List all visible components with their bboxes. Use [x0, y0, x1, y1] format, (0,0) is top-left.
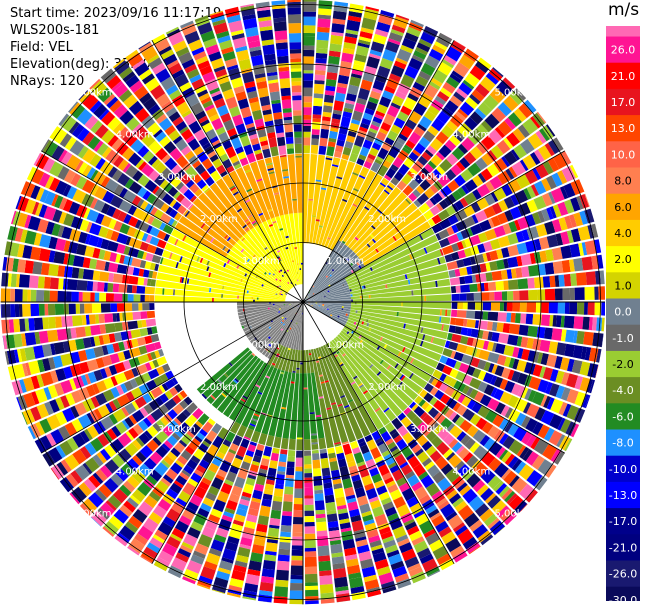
colorbar-tick-label: 6.0	[614, 201, 632, 214]
colorbar-segment	[606, 429, 640, 457]
colorbar-tick-label: -21.0	[609, 541, 637, 554]
range-ring-label: 1.00km	[326, 340, 364, 351]
range-ring-label: 5.00km	[74, 88, 112, 99]
colorbar-segment	[606, 298, 640, 326]
range-ring-label: 1.00km	[242, 256, 280, 267]
range-ring-label: 4.00km	[116, 130, 154, 141]
colorbar-tick-label: 1.0	[614, 279, 632, 292]
colorbar-segment	[606, 88, 640, 116]
range-ring-label: 5.00km	[494, 508, 532, 519]
range-ring-label: 1.00km	[326, 256, 364, 267]
colorbar-title: m/s	[608, 0, 640, 20]
ppi-plot: 1.00km 1.00km 1.00km 1.00km 2.00km 2.00km 2.00…	[0, 0, 605, 605]
colorbar-segment	[606, 193, 640, 221]
range-ring-label: 2.00km	[200, 214, 238, 225]
colorbar-tick-label: 21.0	[611, 70, 636, 83]
colorbar-tick-label: -6.0	[612, 410, 633, 423]
range-ring-label: 3.00km	[410, 424, 448, 435]
colorbar-tick-label: 13.0	[611, 122, 636, 135]
colorbar-segment	[606, 350, 640, 378]
colorbar-tick-label: -8.0	[612, 437, 633, 450]
colorbar-segment	[606, 115, 640, 142]
colorbar-tick-label: 10.0	[611, 148, 636, 161]
colorbar-segment	[606, 377, 640, 404]
azimuth-spoke	[41, 301, 304, 454]
range-ring-label: 5.00km	[494, 88, 532, 99]
colorbar-segment	[606, 167, 640, 195]
azimuth-spoke	[302, 301, 565, 454]
colorbar-segment	[606, 534, 640, 561]
range-ring-label: 3.00km	[410, 172, 448, 183]
colorbar-tick-label: -13.0	[609, 489, 637, 502]
colorbar-tick-label: -30.0	[609, 594, 637, 601]
colorbar-tick-label: 17.0	[611, 96, 636, 109]
colorbar-segment	[606, 219, 640, 247]
azimuth-spoke	[302, 40, 455, 303]
colorbar-segment	[606, 272, 640, 299]
colorbar-segment	[606, 481, 640, 509]
start-time-label: Start time: 2023/09/16 11:17:19	[10, 6, 222, 21]
range-ring-label: 4.00km	[452, 466, 490, 477]
colorbar-segment	[606, 26, 640, 37]
range-ring-label: 3.00km	[158, 424, 196, 435]
colorbar-tick-label: -26.0	[609, 568, 637, 581]
colorbar-segment	[606, 36, 640, 64]
colorbar-tick-label: -1.0	[612, 332, 633, 345]
range-ring-label: 2.00km	[368, 214, 406, 225]
azimuth-spoke	[151, 40, 304, 303]
field-label: Field: VEL	[10, 40, 73, 55]
colorbar: 26.0 21.0 17.0 13.0 10.0 8.0 6.0 4.0 2.0 1.0 0.0 -1…	[606, 26, 640, 601]
colorbar-tick-label: 2.0	[614, 253, 632, 266]
colorbar-segment	[606, 560, 640, 588]
range-ring-label: 1.00km	[242, 340, 280, 351]
colorbar-tick-label: -17.0	[609, 515, 637, 528]
colorbar-segment	[606, 324, 640, 352]
range-ring-label: 2.00km	[368, 382, 406, 393]
colorbar-tick-label: -10.0	[609, 463, 637, 476]
colorbar-segment	[606, 62, 640, 90]
azimuth-spoke	[151, 301, 304, 564]
colorbar-tick-label: -4.0	[612, 384, 633, 397]
colorbar-tick-label: 26.0	[611, 44, 636, 57]
colorbar-segment	[606, 455, 640, 483]
range-ring-label: 2.00km	[200, 382, 238, 393]
colorbar-segment	[606, 586, 640, 601]
azimuth-spoke	[41, 150, 304, 303]
colorbar-segment	[606, 403, 640, 430]
colorbar-tick-label: -2.0	[612, 358, 633, 371]
range-ring-label: 4.00km	[452, 130, 490, 141]
colorbar-segment	[606, 508, 640, 535]
colorbar-tick-label: 8.0	[614, 175, 632, 188]
range-ring-label: 5.00km	[74, 508, 112, 519]
range-ring-label: 4.00km	[116, 466, 154, 477]
colorbar-tick-label: 0.0	[614, 306, 632, 319]
colorbar-tick-label: 4.0	[614, 227, 632, 240]
azimuth-spoke	[302, 301, 455, 564]
colorbar-segment	[606, 246, 640, 273]
instrument-label: WLS200s-181	[10, 23, 100, 38]
nrays-label: NRays: 120	[10, 74, 85, 89]
range-ring-label: 3.00km	[158, 172, 196, 183]
colorbar-segment	[606, 141, 640, 168]
azimuth-spoke	[302, 150, 565, 303]
